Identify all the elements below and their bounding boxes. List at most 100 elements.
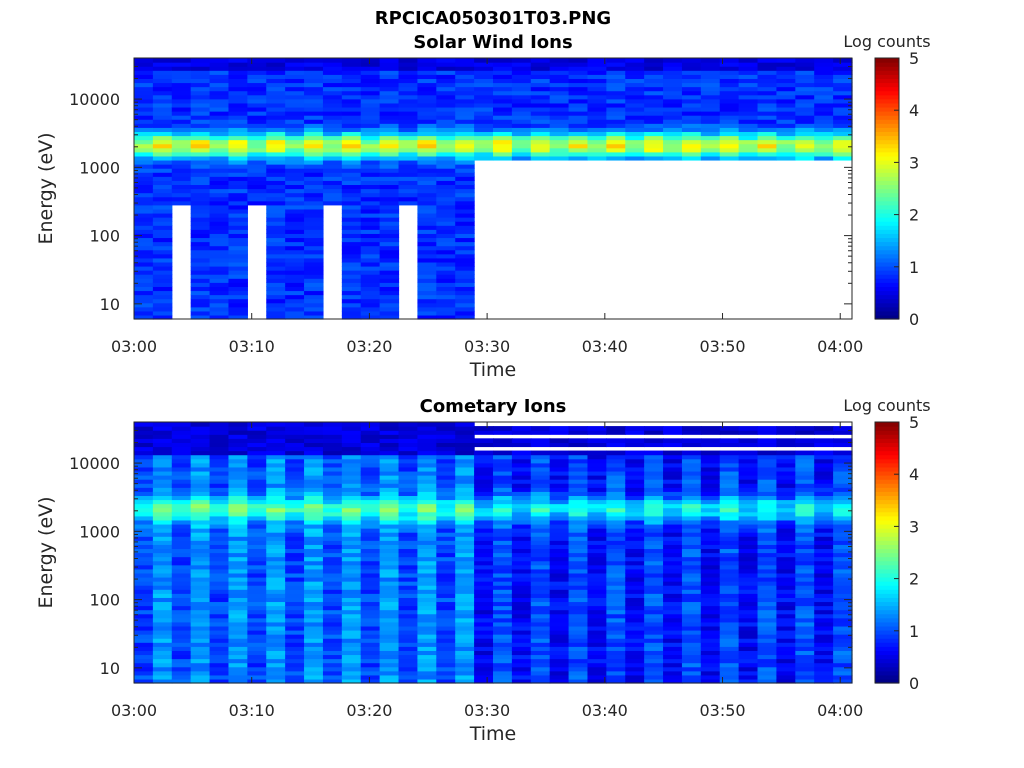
heatmap-cell <box>266 589 286 594</box>
heatmap-cell <box>795 442 815 448</box>
heatmap-cell <box>247 66 267 71</box>
colorbar-segment <box>875 446 899 452</box>
heatmap-cell <box>681 66 702 71</box>
heatmap-cell <box>417 249 437 255</box>
heatmap-cell <box>681 560 702 566</box>
heatmap-cell <box>398 438 419 443</box>
heatmap-cell <box>663 58 683 63</box>
heatmap-cell <box>417 119 437 124</box>
heatmap-cell <box>700 102 721 108</box>
heatmap-cell <box>776 430 796 435</box>
heatmap-cell <box>757 458 778 464</box>
heatmap-cell <box>436 674 456 680</box>
heatmap-cell <box>833 625 853 631</box>
heatmap-cell <box>247 454 267 460</box>
heatmap-cell <box>776 135 796 141</box>
heatmap-cell <box>568 507 589 513</box>
heatmap-cell <box>285 151 305 157</box>
colorbar-segment <box>875 430 899 435</box>
heatmap-cell <box>719 58 740 63</box>
heatmap-cell <box>417 658 437 664</box>
heatmap-cell <box>833 613 853 619</box>
heatmap-cell <box>190 298 211 304</box>
heatmap-cell <box>360 143 381 149</box>
heatmap-cell <box>474 572 494 578</box>
heatmap-cell <box>190 135 211 141</box>
heatmap-cell <box>152 225 173 230</box>
heatmap-cell <box>398 560 419 566</box>
heatmap-cell <box>341 450 362 456</box>
heatmap-cell <box>493 143 513 149</box>
heatmap-cell <box>341 548 362 554</box>
heatmap-cell <box>341 270 362 275</box>
heatmap-cell <box>417 597 437 603</box>
heatmap-cell <box>436 568 456 574</box>
heatmap-cell <box>455 625 475 631</box>
heatmap-cell <box>700 503 721 509</box>
heatmap-cell <box>171 454 192 460</box>
heatmap-cell <box>266 135 286 141</box>
heatmap-cell <box>493 442 513 448</box>
heatmap-cell <box>700 625 721 631</box>
heatmap-cell <box>455 241 475 247</box>
heatmap-cell <box>511 597 532 603</box>
heatmap-cell <box>455 593 475 598</box>
heatmap-cell <box>776 90 796 96</box>
heatmap-cell <box>681 621 702 627</box>
heatmap-cell <box>190 306 211 312</box>
heatmap-cell <box>379 265 400 271</box>
heatmap-cell <box>436 638 456 643</box>
heatmap-cell <box>644 646 664 651</box>
heatmap-cell <box>436 282 456 287</box>
heatmap-cell <box>134 184 154 190</box>
heatmap-cell <box>757 678 778 684</box>
colorbar-segment <box>875 74 899 79</box>
heatmap-cell <box>171 422 192 427</box>
heatmap-cell <box>700 548 721 554</box>
heatmap-cell <box>511 507 532 513</box>
heatmap-cell <box>360 274 381 279</box>
heatmap-cell <box>625 654 645 660</box>
heatmap-cell <box>285 666 305 672</box>
heatmap-cell <box>266 523 286 529</box>
plot-frame <box>133 57 853 320</box>
heatmap-cell <box>719 642 740 647</box>
heatmap-cell <box>511 86 532 92</box>
colorbar-segment <box>875 278 899 283</box>
heatmap-cell <box>700 560 721 566</box>
heatmap-cell <box>814 601 834 607</box>
heatmap-cell <box>625 127 645 133</box>
heatmap-cell <box>209 605 230 611</box>
heatmap-cell <box>134 143 154 149</box>
colorbar-segment <box>875 314 899 320</box>
heatmap-cell <box>285 164 305 169</box>
heatmap-cell <box>455 519 475 525</box>
heatmap-cell <box>266 147 286 153</box>
heatmap-cell <box>681 135 702 141</box>
heatmap-cell <box>417 62 437 67</box>
heatmap-cell <box>776 544 796 550</box>
heatmap-cell <box>304 458 324 464</box>
heatmap-cell <box>285 548 305 554</box>
heatmap-cell <box>776 642 796 647</box>
heatmap-cell <box>719 462 740 468</box>
heatmap-cell <box>171 479 192 484</box>
heatmap-cell <box>814 147 834 153</box>
heatmap-cell <box>360 475 381 480</box>
heatmap-cell <box>681 475 702 480</box>
heatmap-cell <box>681 458 702 464</box>
heatmap-cell <box>606 609 626 615</box>
heatmap-cell <box>304 253 324 259</box>
heatmap-cell <box>247 192 267 198</box>
heatmap-cell <box>719 511 740 517</box>
heatmap-cell <box>587 629 607 635</box>
heatmap-cell <box>795 115 815 120</box>
heatmap-cell <box>379 589 400 594</box>
heatmap-cell <box>379 123 400 128</box>
heatmap-cell <box>322 499 343 505</box>
heatmap-cell <box>625 605 645 611</box>
heatmap-cell <box>493 127 513 133</box>
heatmap-cell <box>285 564 305 570</box>
heatmap-cell <box>493 654 513 660</box>
heatmap-cell <box>152 294 173 300</box>
